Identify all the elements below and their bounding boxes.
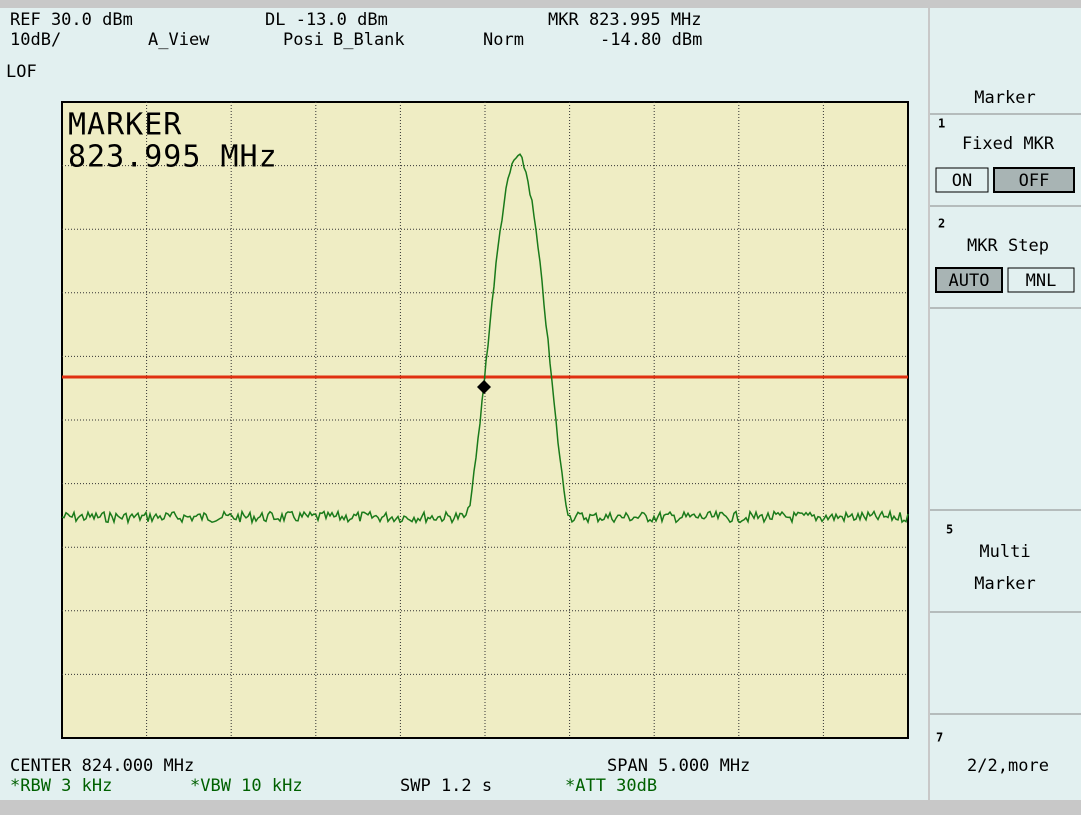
softkey-label: MKR Step: [967, 236, 1049, 256]
display-line: DL -13.0 dBm: [265, 10, 388, 30]
softkey[interactable]: 7 2/2,more: [936, 731, 1049, 777]
softkey-title: Marker: [974, 88, 1035, 108]
option: MNL: [1026, 271, 1057, 291]
softkey-panel: [930, 8, 1081, 800]
ref-level: REF 30.0 dBm: [10, 10, 133, 30]
softkey-label: Fixed MKR: [962, 134, 1055, 154]
trace: [61, 153, 909, 526]
softkey-number: 7: [936, 731, 943, 745]
softkey-number: 5: [946, 523, 953, 537]
marker-frequency: MKR 823.995 MHz: [548, 10, 702, 30]
softkey-number: 2: [938, 217, 945, 231]
softkey[interactable]: 1 Fixed MKR ON OFF: [935, 117, 1075, 193]
option: ON: [952, 171, 972, 191]
scale: 10dB/: [10, 30, 61, 50]
softkey[interactable]: 5 Multi Marker: [946, 523, 1036, 595]
softkey-number: 1: [938, 117, 945, 131]
attenuation: *ATT 30dB: [565, 776, 657, 796]
option-box-selected: [935, 267, 1003, 293]
sweep-time: SWP 1.2 s: [400, 776, 492, 796]
option-box: [935, 167, 989, 193]
trace-b-mode: B_Blank: [333, 30, 405, 50]
option-box-selected: [993, 167, 1075, 193]
norm: Norm: [483, 30, 524, 50]
marker-readout: 823.995 MHz: [68, 140, 278, 175]
marker-level: -14.80 dBm: [600, 30, 702, 50]
softkey-label: Marker: [974, 574, 1035, 594]
marker-diamond: [477, 380, 491, 394]
softkey-label: Multi: [979, 542, 1030, 562]
vbw: *VBW 10 kHz: [190, 776, 303, 796]
marker-title: MARKER: [68, 108, 182, 143]
center-frequency: CENTER 824.000 MHz: [10, 756, 194, 776]
span: SPAN 5.000 MHz: [607, 756, 750, 776]
rbw: *RBW 3 kHz: [10, 776, 112, 796]
option-selected: AUTO: [949, 271, 990, 291]
lof: LOF: [6, 62, 37, 82]
trace-a-mode: A_View: [148, 30, 210, 50]
softkey[interactable]: 2 MKR Step AUTO MNL: [935, 217, 1075, 293]
option-selected: OFF: [1019, 171, 1050, 191]
detector: Posi: [283, 30, 324, 50]
option-box: [1007, 267, 1075, 293]
softkey-label: 2/2,more: [967, 756, 1049, 776]
grid: [62, 102, 908, 738]
